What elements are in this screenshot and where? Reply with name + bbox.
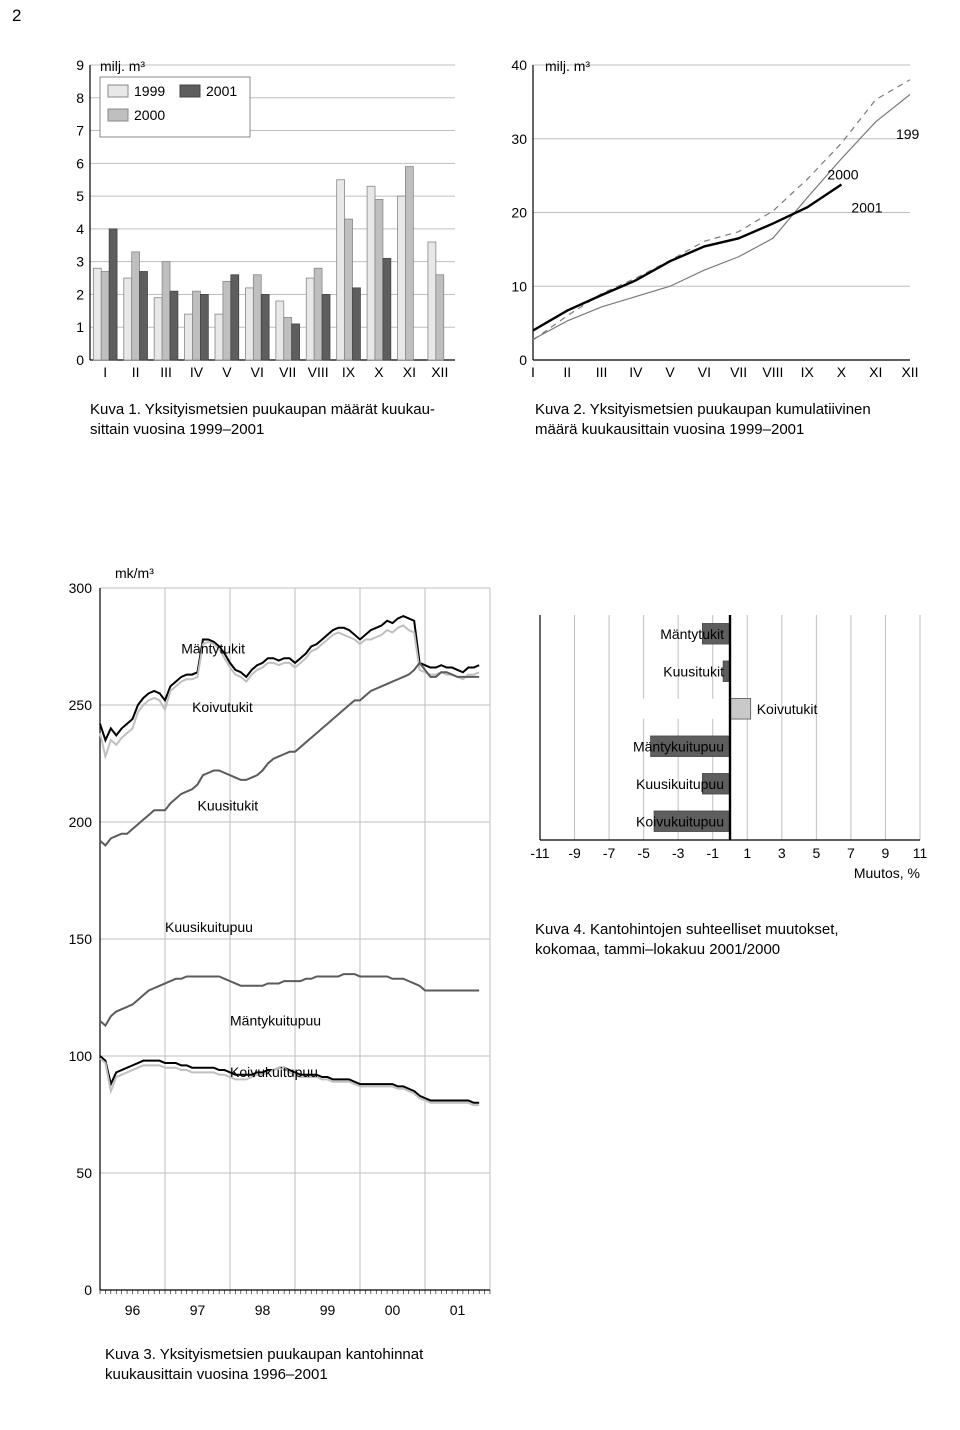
svg-text:00: 00 — [385, 1302, 401, 1318]
svg-text:III: III — [596, 364, 608, 380]
svg-text:Koivukuitupuu: Koivukuitupuu — [230, 1064, 318, 1080]
svg-text:40: 40 — [511, 57, 527, 73]
svg-text:98: 98 — [255, 1302, 271, 1318]
svg-text:milj. m³: milj. m³ — [545, 58, 590, 74]
svg-text:0: 0 — [76, 352, 84, 368]
svg-text:7: 7 — [76, 123, 84, 139]
svg-text:5: 5 — [812, 845, 820, 861]
svg-text:2000: 2000 — [134, 107, 165, 123]
svg-text:7: 7 — [847, 845, 855, 861]
svg-text:150: 150 — [69, 931, 93, 947]
svg-text:VII: VII — [279, 364, 296, 380]
chart-1-caption: Kuva 1. Yksityismetsien puukaupan määrät… — [90, 400, 470, 441]
svg-text:V: V — [665, 364, 675, 380]
svg-text:30: 30 — [511, 131, 527, 147]
svg-text:Mäntytukit: Mäntytukit — [660, 626, 724, 642]
svg-text:V: V — [222, 364, 232, 380]
svg-text:-9: -9 — [568, 845, 581, 861]
svg-text:IX: IX — [801, 364, 815, 380]
svg-text:01: 01 — [450, 1302, 466, 1318]
svg-text:IV: IV — [629, 364, 643, 380]
svg-text:0: 0 — [519, 352, 527, 368]
svg-text:Kuusikuitupuu: Kuusikuitupuu — [165, 919, 253, 935]
svg-text:I: I — [103, 364, 107, 380]
svg-text:-1: -1 — [707, 845, 720, 861]
svg-text:Kuusitukit: Kuusitukit — [198, 797, 259, 813]
svg-text:50: 50 — [76, 1165, 92, 1181]
svg-text:2001: 2001 — [206, 83, 237, 99]
chart-1: 0123456789IIIIIIIVVVIVIIVIIIIXXXIXIImilj… — [60, 55, 460, 385]
svg-text:XI: XI — [403, 364, 416, 380]
svg-text:4: 4 — [76, 221, 84, 237]
svg-text:-7: -7 — [603, 845, 616, 861]
svg-text:VII: VII — [730, 364, 747, 380]
svg-text:2000: 2000 — [827, 166, 858, 182]
svg-text:Mäntykuitupuu: Mäntykuitupuu — [230, 1013, 321, 1029]
svg-text:11: 11 — [913, 845, 928, 861]
svg-text:1999: 1999 — [896, 126, 920, 142]
svg-text:XI: XI — [869, 364, 882, 380]
svg-text:Kuusikuitupuu: Kuusikuitupuu — [636, 776, 724, 792]
svg-text:9: 9 — [76, 57, 84, 73]
svg-text:IX: IX — [342, 364, 356, 380]
svg-text:1: 1 — [76, 319, 84, 335]
svg-text:Mäntykuitupuu: Mäntykuitupuu — [633, 738, 724, 754]
svg-text:Muutos, %: Muutos, % — [854, 865, 920, 881]
svg-text:-3: -3 — [672, 845, 685, 861]
svg-text:10: 10 — [511, 278, 527, 294]
chart-4: -11-9-7-5-3-11357911MäntytukitKuusitukit… — [530, 610, 930, 890]
svg-text:Koivukuitupuu: Koivukuitupuu — [636, 813, 724, 829]
svg-text:-5: -5 — [637, 845, 650, 861]
svg-text:200: 200 — [69, 814, 93, 830]
svg-text:Koivutukit: Koivutukit — [757, 701, 818, 717]
svg-text:1: 1 — [743, 845, 751, 861]
chart-3: 0 50 100 150 200 250 300 96 97 98 99 00 01 Mäntytukit… — [55, 560, 500, 1330]
svg-text:XII: XII — [431, 364, 448, 380]
svg-text:8: 8 — [76, 90, 84, 106]
svg-text:Mäntytukit: Mäntytukit — [181, 641, 245, 657]
svg-text:1999: 1999 — [134, 83, 165, 99]
chart-3-caption: Kuva 3. Yksityismetsien puukaupan kantoh… — [105, 1345, 505, 1386]
svg-text:9: 9 — [882, 845, 890, 861]
svg-text:II: II — [132, 364, 140, 380]
svg-text:I: I — [531, 364, 535, 380]
svg-text:X: X — [374, 364, 384, 380]
svg-text:-11: -11 — [530, 845, 549, 861]
svg-text:Kuusitukit: Kuusitukit — [663, 663, 724, 679]
svg-text:2: 2 — [76, 286, 84, 302]
svg-text:5: 5 — [76, 188, 84, 204]
chart-2-caption: Kuva 2. Yksityismetsien puukaupan kumula… — [535, 400, 935, 441]
svg-text:mk/m³: mk/m³ — [115, 565, 154, 581]
svg-text:3: 3 — [76, 254, 84, 270]
svg-text:99: 99 — [320, 1302, 336, 1318]
svg-text:VIII: VIII — [762, 364, 783, 380]
svg-text:VIII: VIII — [308, 364, 329, 380]
svg-text:VI: VI — [251, 364, 264, 380]
svg-text:300: 300 — [69, 580, 93, 596]
svg-text:20: 20 — [511, 205, 527, 221]
svg-text:IV: IV — [190, 364, 204, 380]
page-number: 2 — [12, 6, 21, 26]
svg-text:6: 6 — [76, 155, 84, 171]
chart-4-caption: Kuva 4. Kantohintojen suhteelliset muuto… — [535, 920, 935, 961]
svg-text:96: 96 — [125, 1302, 141, 1318]
svg-text:250: 250 — [69, 697, 93, 713]
svg-text:milj. m³: milj. m³ — [100, 58, 145, 74]
svg-text:Koivutukit: Koivutukit — [192, 699, 253, 715]
svg-text:97: 97 — [190, 1302, 206, 1318]
svg-text:3: 3 — [778, 845, 786, 861]
svg-text:2001: 2001 — [851, 200, 882, 216]
svg-text:VI: VI — [698, 364, 711, 380]
svg-text:II: II — [563, 364, 571, 380]
svg-text:XII: XII — [901, 364, 918, 380]
svg-text:100: 100 — [69, 1048, 93, 1064]
svg-text:III: III — [160, 364, 172, 380]
chart-2: 010203040IIIIIIIVVVIVIIVIIIIXXXIXII19992… — [500, 55, 920, 385]
svg-text:X: X — [837, 364, 847, 380]
svg-text:0: 0 — [84, 1282, 92, 1298]
